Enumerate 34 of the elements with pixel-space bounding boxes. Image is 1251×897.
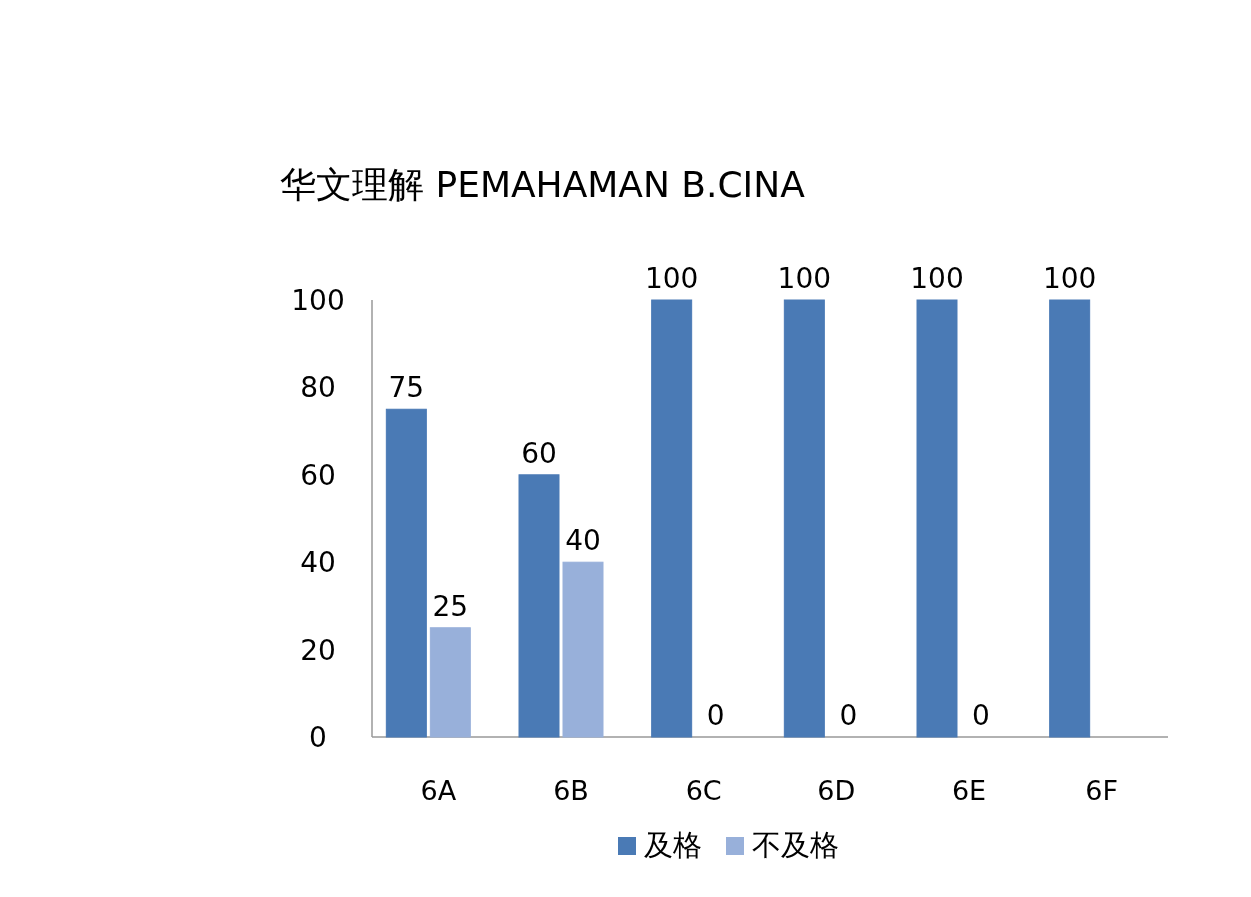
y-tick-label: 40 bbox=[300, 546, 336, 580]
y-tick-label: 20 bbox=[300, 633, 336, 667]
x-tick-label: 6A bbox=[420, 775, 457, 806]
legend-label: 及格 bbox=[644, 828, 702, 862]
bar bbox=[429, 627, 471, 738]
x-tick-label: 6D bbox=[817, 775, 856, 806]
y-tick-label: 80 bbox=[300, 371, 336, 405]
data-label: 60 bbox=[521, 436, 557, 470]
bar bbox=[518, 474, 560, 738]
data-label: 0 bbox=[972, 699, 990, 732]
x-tick-label: 6E bbox=[951, 775, 987, 806]
data-label: 25 bbox=[432, 589, 469, 623]
bar bbox=[1049, 299, 1091, 738]
data-label: 0 bbox=[706, 699, 725, 732]
data-label: 100 bbox=[1042, 262, 1097, 295]
bar bbox=[916, 299, 958, 738]
y-tick-label: 0 bbox=[309, 721, 327, 754]
data-label: 100 bbox=[910, 262, 964, 295]
data-label: 0 bbox=[839, 699, 858, 732]
bar bbox=[651, 299, 693, 738]
x-tick-label: 6F bbox=[1085, 775, 1119, 806]
bar bbox=[385, 408, 427, 738]
x-tick-label: 6B bbox=[553, 775, 589, 806]
y-tick-label: 60 bbox=[300, 458, 336, 492]
bar bbox=[783, 299, 825, 738]
data-label: 100 bbox=[644, 262, 699, 295]
y-tick-label: 100 bbox=[291, 284, 345, 317]
data-label: 75 bbox=[388, 371, 425, 405]
x-tick-label: 6C bbox=[685, 775, 722, 806]
legend-label: 不及格 bbox=[752, 828, 839, 862]
bar bbox=[562, 561, 604, 738]
data-label: 100 bbox=[777, 262, 832, 295]
chart-title: 华文理解 PEMAHAMAN B.CINA bbox=[280, 164, 806, 205]
data-label: 40 bbox=[565, 524, 601, 558]
